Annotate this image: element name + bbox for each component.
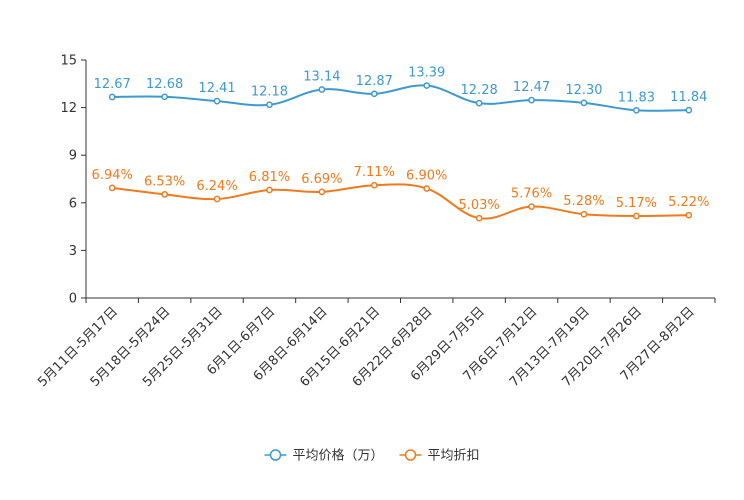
legend-marker-icon (269, 449, 282, 461)
data-point[interactable] (423, 185, 431, 192)
data-label: 12.41 (198, 81, 235, 96)
data-label: 12.18 (251, 85, 288, 100)
legend-label: 平均折扣 (428, 449, 480, 464)
series-line (112, 183, 689, 220)
data-point[interactable] (318, 188, 326, 196)
data-label: 13.14 (303, 70, 340, 85)
data-point[interactable] (633, 212, 640, 220)
data-label: 6.90% (406, 169, 447, 184)
y-tick-label: 0 (69, 292, 77, 307)
series-line (112, 84, 689, 112)
legend-marker-icon (404, 449, 417, 461)
legend-item-0[interactable]: 平均价格（万） (264, 448, 384, 464)
legend-label: 平均价格（万） (293, 448, 384, 464)
data-point[interactable] (580, 210, 588, 218)
series-0: 12.67 12.68 12.41 12.18 13.14 12.87 13.39 12.28… (94, 66, 707, 114)
data-label: 7.11% (354, 165, 395, 180)
data-label: 12.87 (356, 74, 393, 89)
data-point[interactable] (685, 106, 693, 114)
axes: 036912155月11日-5月17日5月18日-5月24日5月25日-5月31… (35, 54, 716, 390)
data-point[interactable] (475, 214, 483, 222)
data-label: 12.28 (461, 83, 498, 98)
y-tick-label: 12 (60, 101, 77, 116)
series-1: 6.94% 6.53% 6.24% 6.81% 6.69% 7.11% 6.90% 5.03%… (92, 165, 709, 222)
data-point[interactable] (423, 82, 431, 89)
data-label: 12.68 (146, 77, 183, 92)
data-point[interactable] (580, 99, 588, 107)
series-layer: 12.67 12.68 12.41 12.18 13.14 12.87 13.39 12.28… (92, 66, 709, 222)
data-point[interactable] (318, 86, 326, 93)
data-label: 11.83 (618, 90, 655, 105)
data-point[interactable] (108, 184, 116, 192)
data-point[interactable] (370, 181, 378, 189)
data-label: 5.28% (563, 194, 604, 209)
data-point[interactable] (633, 106, 640, 114)
data-label: 12.30 (565, 83, 602, 98)
data-label: 6.24% (196, 179, 237, 194)
data-point[interactable] (475, 99, 483, 107)
legend-item-1[interactable]: 平均折扣 (399, 449, 480, 464)
y-tick-label: 6 (69, 196, 77, 211)
data-label: 6.69% (301, 172, 342, 187)
data-label: 12.47 (513, 80, 550, 95)
data-point[interactable] (213, 195, 221, 203)
data-point[interactable] (161, 93, 168, 101)
y-tick-label: 15 (60, 54, 77, 69)
data-label: 5.17% (616, 196, 657, 211)
data-point[interactable] (685, 211, 693, 219)
data-label: 6.94% (92, 168, 133, 183)
data-label: 5.03% (458, 198, 499, 213)
data-point[interactable] (528, 203, 535, 210)
data-label: 5.22% (668, 195, 709, 210)
data-label: 6.81% (249, 170, 290, 185)
y-tick-label: 3 (69, 244, 77, 259)
data-point[interactable] (370, 90, 378, 98)
y-tick-label: 9 (69, 149, 77, 164)
data-label: 12.67 (94, 77, 131, 92)
data-point[interactable] (266, 101, 273, 109)
data-label: 5.76% (511, 187, 552, 202)
data-point[interactable] (213, 97, 221, 105)
data-label: 11.84 (670, 90, 707, 105)
data-label: 6.53% (144, 174, 185, 189)
data-point[interactable] (161, 191, 168, 198)
data-point[interactable] (266, 186, 273, 194)
data-point[interactable] (108, 93, 116, 101)
data-point[interactable] (528, 96, 535, 104)
data-label: 13.39 (408, 66, 445, 81)
legend[interactable]: 平均价格（万） 平均折扣 (264, 448, 480, 464)
